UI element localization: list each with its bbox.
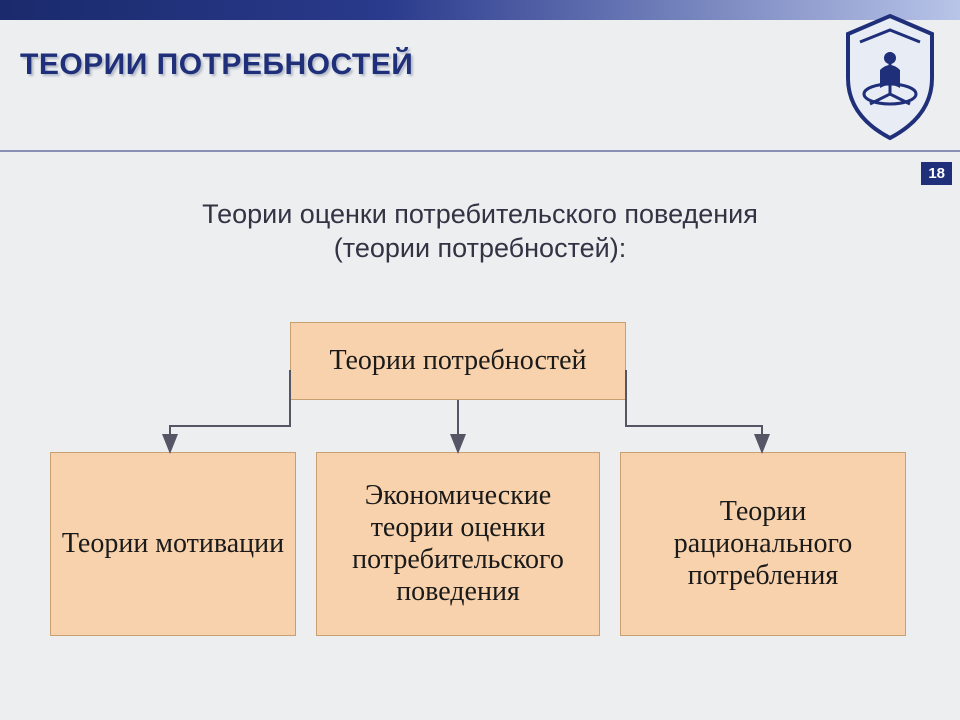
- diagram-child-box-rational: Теории рационального потребления: [620, 452, 906, 636]
- topbar-gradient: [0, 0, 960, 20]
- divider-rule: [0, 150, 960, 152]
- slide-subtitle: Теории оценки потребительского поведения…: [0, 198, 960, 266]
- slide-root: ТЕОРИИ ПОТРЕБНОСТЕЙ 18 Теории оценки пот…: [0, 0, 960, 720]
- diagram-child-box-economic: Экономические теории оценки потребительс…: [316, 452, 600, 636]
- page-number-badge: 18: [921, 162, 952, 185]
- diagram-root-box: Теории потребностей: [290, 322, 626, 400]
- diagram-child-box-motivation: Теории мотивации: [50, 452, 296, 636]
- shield-logo-icon: [840, 12, 940, 142]
- slide-title: ТЕОРИИ ПОТРЕБНОСТЕЙ: [20, 48, 413, 82]
- subtitle-line-2: (теории потребностей):: [334, 233, 626, 263]
- subtitle-line-1: Теории оценки потребительского поведения: [202, 199, 758, 229]
